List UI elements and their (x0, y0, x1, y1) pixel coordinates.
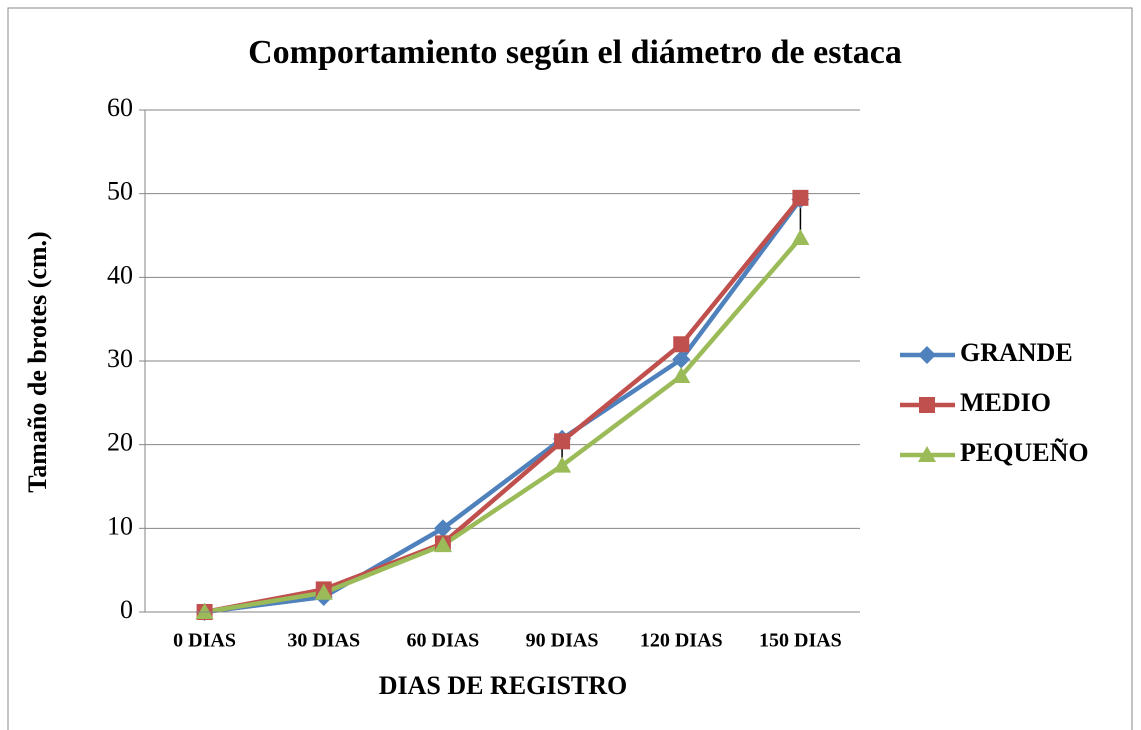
y-tick-label: 0 (120, 595, 133, 624)
x-tick-label: 150 DIAS (759, 630, 842, 652)
series-line (204, 198, 803, 615)
marker (554, 433, 571, 450)
y-tick-label: 60 (107, 93, 133, 122)
y-axis-title: Tamaño de brotes (cm.) (23, 231, 52, 492)
marker (672, 350, 691, 369)
legend-label: PEQUEÑO (960, 438, 1089, 467)
y-tick-label: 50 (107, 177, 133, 206)
y-tick-label: 30 (107, 344, 133, 373)
marker (791, 229, 810, 246)
series-line (204, 196, 803, 615)
marker (918, 446, 936, 462)
marker (433, 536, 452, 553)
chart-title: Comportamiento según el diámetro de esta… (248, 34, 902, 71)
y-tick-label: 40 (107, 260, 133, 289)
x-tick-label: 60 DIAS (407, 630, 480, 652)
marker (314, 583, 333, 600)
y-tick-label: 10 (107, 511, 133, 540)
y-tick-label: 20 (107, 428, 133, 457)
marker (673, 336, 690, 353)
x-axis-title: DIAS DE REGISTRO (379, 671, 628, 700)
marker (553, 456, 572, 473)
marker (433, 519, 452, 538)
marker (792, 189, 809, 206)
marker (672, 367, 691, 384)
x-tick-label: 30 DIAS (287, 630, 360, 652)
legend-label: GRANDE (960, 338, 1073, 367)
legend-label: MEDIO (960, 388, 1051, 417)
marker (195, 603, 214, 619)
x-tick-label: 120 DIAS (640, 630, 723, 652)
marker (919, 397, 935, 413)
series-line (204, 236, 803, 615)
marker (918, 346, 936, 364)
x-tick-label: 0 DIAS (173, 630, 236, 652)
x-tick-label: 90 DIAS (526, 630, 599, 652)
chart-border (7, 7, 1133, 730)
